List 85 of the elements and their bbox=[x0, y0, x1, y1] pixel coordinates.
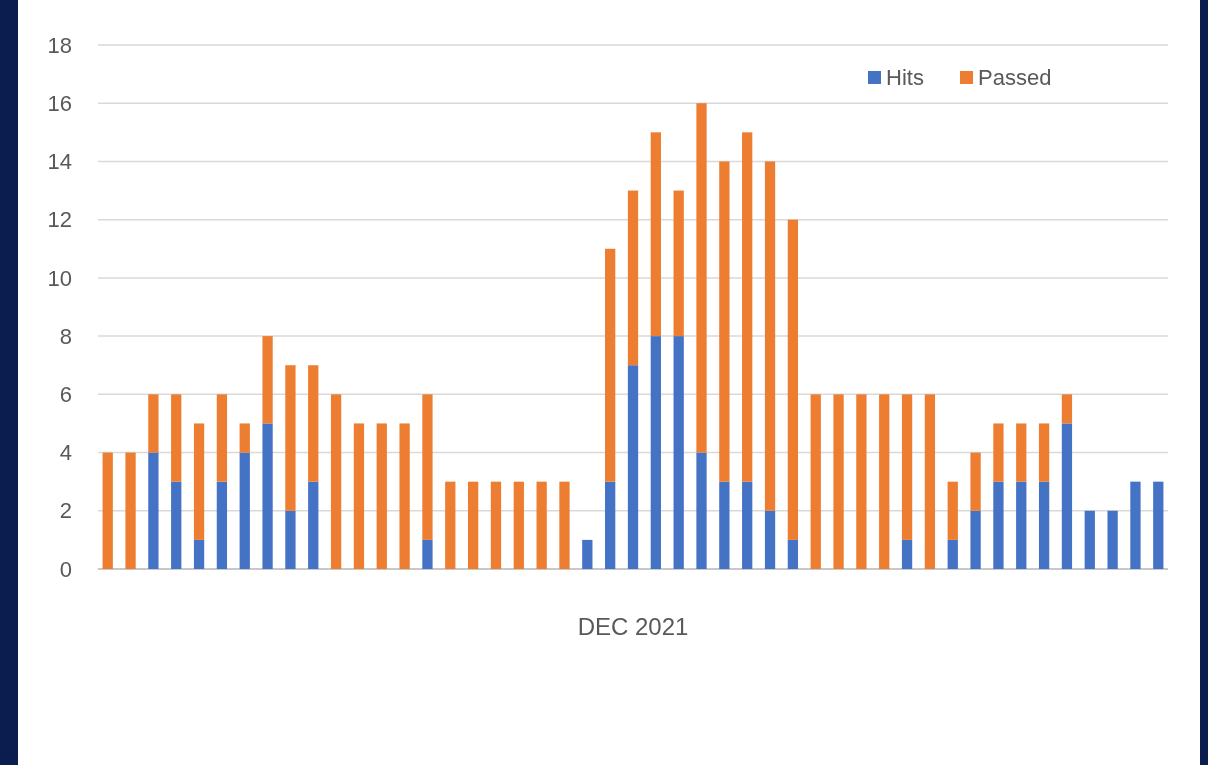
bar bbox=[467, 481, 479, 569]
y-tick-label: 6 bbox=[59, 382, 72, 408]
bar bbox=[216, 394, 228, 482]
y-tick-label: 2 bbox=[59, 498, 72, 524]
bar bbox=[901, 539, 913, 569]
bar bbox=[1084, 510, 1095, 569]
bar bbox=[650, 336, 661, 569]
bar bbox=[216, 481, 228, 569]
bar bbox=[742, 132, 753, 482]
bar bbox=[696, 103, 707, 453]
y-tick-label: 10 bbox=[47, 265, 72, 291]
bar bbox=[787, 539, 799, 569]
bar bbox=[673, 336, 684, 569]
bar bbox=[605, 481, 616, 569]
bar bbox=[856, 394, 867, 569]
legend-label: Passed bbox=[978, 65, 1052, 90]
bar bbox=[696, 452, 707, 569]
bar bbox=[445, 481, 456, 569]
bar bbox=[308, 481, 319, 569]
bar bbox=[947, 539, 958, 569]
bar bbox=[970, 510, 981, 569]
bar bbox=[650, 132, 661, 337]
bar bbox=[627, 365, 639, 569]
y-tick-label: 0 bbox=[59, 556, 72, 582]
bar bbox=[148, 394, 159, 453]
bar bbox=[239, 452, 250, 569]
y-tick-label: 16 bbox=[47, 90, 72, 116]
bar bbox=[148, 452, 159, 569]
bar bbox=[376, 423, 387, 569]
bar bbox=[924, 394, 936, 569]
y-tick-label: 14 bbox=[47, 149, 72, 175]
bar bbox=[285, 510, 296, 569]
bar bbox=[764, 161, 776, 511]
bar bbox=[1130, 481, 1141, 569]
bar bbox=[627, 190, 639, 366]
bar bbox=[993, 423, 1004, 482]
bar bbox=[764, 510, 776, 569]
bar bbox=[605, 248, 616, 482]
bar bbox=[1016, 423, 1027, 482]
y-tick-label: 8 bbox=[59, 323, 72, 349]
bar bbox=[810, 394, 821, 569]
bar bbox=[879, 394, 890, 569]
bar bbox=[422, 394, 433, 540]
bar bbox=[193, 539, 205, 569]
x-axis-title: DEC 2021 bbox=[577, 613, 689, 640]
bar bbox=[1016, 481, 1027, 569]
bar bbox=[1153, 481, 1164, 569]
bar bbox=[1061, 423, 1073, 569]
bar bbox=[833, 394, 844, 569]
bar bbox=[901, 394, 913, 540]
bar bbox=[536, 481, 547, 569]
y-tick-label: 4 bbox=[59, 440, 72, 466]
bar bbox=[970, 452, 981, 511]
bar bbox=[559, 481, 570, 569]
y-tick-label: 12 bbox=[47, 207, 72, 233]
bar bbox=[947, 481, 958, 540]
bar bbox=[125, 452, 136, 569]
bar bbox=[353, 423, 365, 569]
bar bbox=[171, 481, 182, 569]
bar bbox=[399, 423, 410, 569]
bar bbox=[1107, 510, 1118, 569]
y-tick-label: 18 bbox=[47, 32, 72, 58]
bar bbox=[673, 190, 684, 337]
bar bbox=[719, 481, 730, 569]
bar bbox=[719, 161, 730, 482]
bar bbox=[262, 423, 273, 569]
bar bbox=[490, 481, 502, 569]
legend-label: Hits bbox=[886, 65, 924, 90]
bar bbox=[582, 539, 593, 569]
bar bbox=[513, 481, 524, 569]
bar bbox=[193, 423, 205, 540]
bar bbox=[102, 452, 113, 569]
bar bbox=[422, 539, 433, 569]
bar bbox=[1038, 423, 1050, 482]
bar bbox=[742, 481, 753, 569]
bar bbox=[1038, 481, 1050, 569]
bar bbox=[262, 336, 273, 424]
bar bbox=[171, 394, 182, 482]
bar bbox=[330, 394, 342, 569]
bar bbox=[285, 365, 296, 511]
bar bbox=[993, 481, 1004, 569]
bar bbox=[1061, 394, 1073, 424]
bar bbox=[787, 219, 799, 540]
bar bbox=[239, 423, 250, 453]
bar bbox=[308, 365, 319, 482]
